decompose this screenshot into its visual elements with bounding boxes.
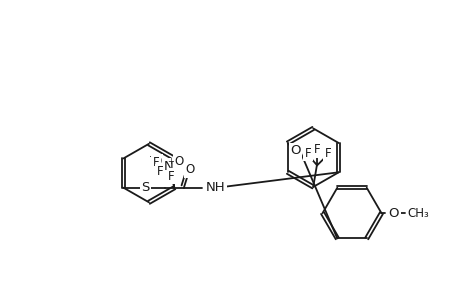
Text: F: F <box>304 146 310 160</box>
Text: O: O <box>185 164 194 176</box>
Text: S: S <box>140 181 149 194</box>
Text: N: N <box>163 160 173 172</box>
Text: F: F <box>313 143 320 157</box>
Text: F: F <box>168 169 174 183</box>
Text: F: F <box>152 156 159 169</box>
Text: O: O <box>388 207 398 220</box>
Text: O: O <box>290 144 300 157</box>
Text: O: O <box>174 155 183 168</box>
Text: O: O <box>152 155 162 168</box>
Text: F: F <box>324 146 330 160</box>
Text: F: F <box>156 165 162 178</box>
Text: +: + <box>167 157 174 166</box>
Text: CH₃: CH₃ <box>406 207 428 220</box>
Text: −: − <box>148 152 157 162</box>
Text: NH: NH <box>205 181 225 194</box>
